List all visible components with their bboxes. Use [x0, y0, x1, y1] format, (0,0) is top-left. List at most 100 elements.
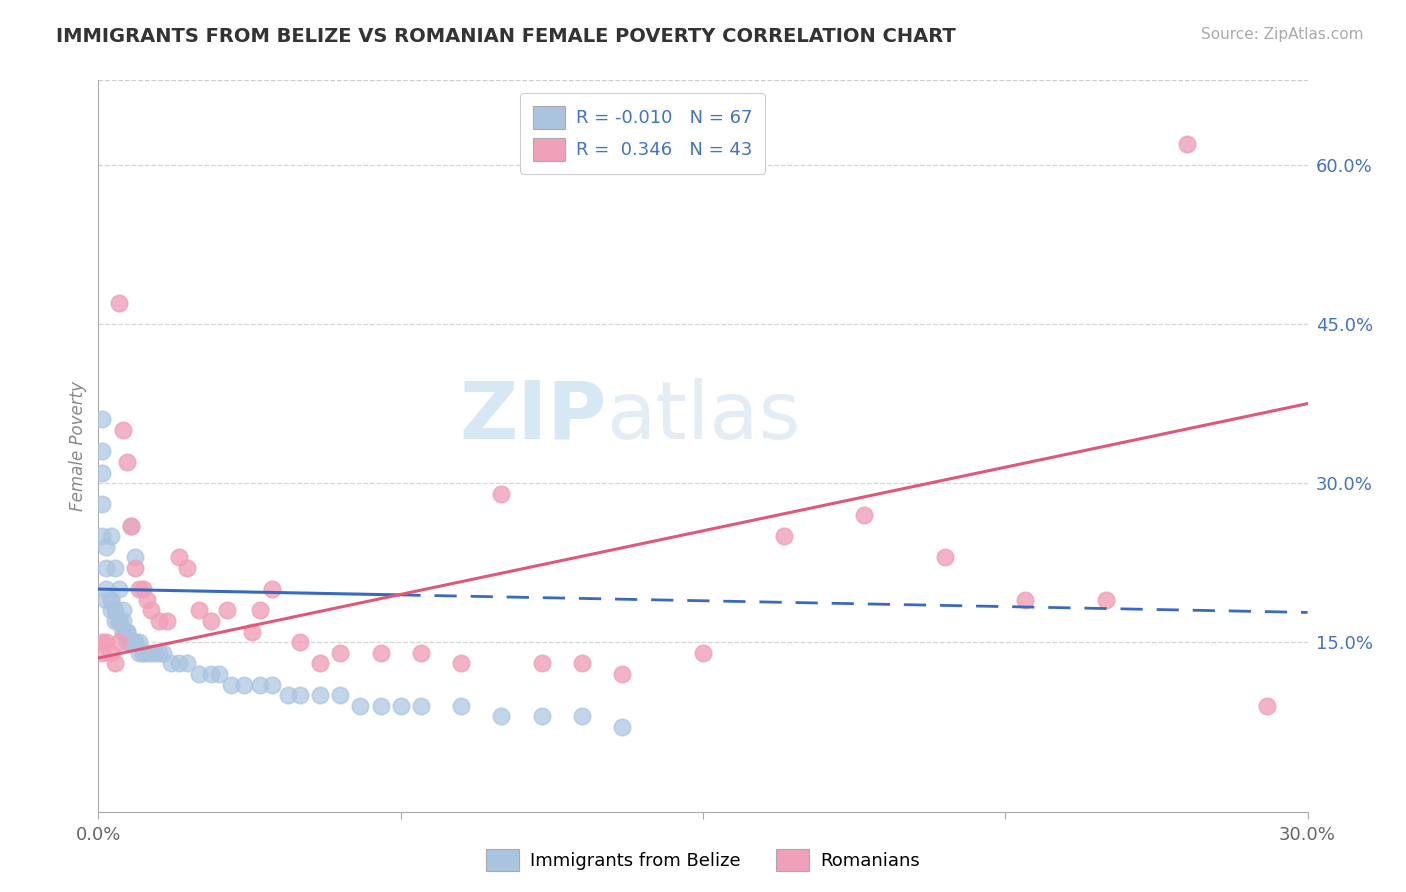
Point [934, 550, 956, 565]
Point [249, 677, 271, 691]
Point [692, 646, 714, 660]
Point [612, 720, 634, 734]
Point [115, 624, 138, 639]
Point [96, 582, 118, 596]
Point [491, 709, 513, 723]
Point [309, 688, 332, 702]
Point [135, 592, 157, 607]
Point [249, 603, 271, 617]
Text: IMMIGRANTS FROM BELIZE VS ROMANIAN FEMALE POVERTY CORRELATION CHART: IMMIGRANTS FROM BELIZE VS ROMANIAN FEMAL… [56, 27, 956, 45]
Point [96, 592, 118, 607]
Point [107, 614, 129, 628]
Point [200, 667, 222, 681]
Point [103, 614, 125, 628]
Point [232, 677, 254, 691]
Point [96, 540, 118, 554]
Point [107, 582, 129, 596]
Point [240, 624, 263, 639]
Point [91, 466, 114, 480]
Point [612, 667, 634, 681]
Point [571, 709, 593, 723]
Point [208, 667, 231, 681]
Point [217, 603, 239, 617]
Point [103, 603, 125, 617]
Point [1256, 698, 1278, 713]
Point [135, 646, 157, 660]
Text: ZIP: ZIP [458, 377, 606, 456]
Point [143, 646, 166, 660]
Point [450, 657, 472, 671]
Point [115, 635, 138, 649]
Point [91, 412, 114, 426]
Point [409, 698, 432, 713]
Point [132, 646, 155, 660]
Point [120, 518, 142, 533]
Point [115, 624, 138, 639]
Point [128, 635, 150, 649]
Point [111, 614, 134, 628]
Point [103, 603, 125, 617]
Point [91, 444, 114, 458]
Point [111, 423, 134, 437]
Point [277, 688, 299, 702]
Point [260, 582, 283, 596]
Point [139, 603, 162, 617]
Point [148, 614, 170, 628]
Point [772, 529, 794, 543]
Text: Source: ZipAtlas.com: Source: ZipAtlas.com [1201, 27, 1364, 42]
Point [128, 646, 150, 660]
Point [107, 296, 129, 310]
Point [128, 582, 150, 596]
Point [389, 698, 412, 713]
Point [111, 624, 134, 639]
Point [176, 561, 198, 575]
Text: atlas: atlas [606, 377, 800, 456]
Point [188, 667, 211, 681]
Point [132, 582, 155, 596]
Point [329, 646, 352, 660]
Point [309, 657, 332, 671]
Point [409, 646, 432, 660]
Point [96, 561, 118, 575]
Point [111, 624, 134, 639]
Point [200, 614, 222, 628]
Point [450, 698, 472, 713]
Point [111, 603, 134, 617]
Point [107, 635, 129, 649]
Point [1014, 592, 1036, 607]
Point [148, 646, 170, 660]
Point [107, 614, 129, 628]
Point [188, 603, 211, 617]
Point [491, 486, 513, 500]
Point [96, 635, 118, 649]
Point [176, 657, 198, 671]
Point [91, 497, 114, 511]
Point [115, 455, 138, 469]
Point [132, 646, 155, 660]
Point [370, 646, 392, 660]
Point [103, 657, 125, 671]
Point [91, 646, 114, 660]
Point [120, 518, 142, 533]
Point [1095, 592, 1118, 607]
Point [100, 603, 122, 617]
Point [124, 635, 146, 649]
Point [91, 529, 114, 543]
Point [530, 709, 553, 723]
Point [853, 508, 876, 522]
Point [100, 646, 122, 660]
Point [107, 614, 129, 628]
Point [100, 592, 122, 607]
Point [152, 646, 174, 660]
Point [156, 614, 179, 628]
Legend: R = -0.010   N = 67, R =  0.346   N = 43: R = -0.010 N = 67, R = 0.346 N = 43 [520, 93, 765, 174]
Point [288, 688, 311, 702]
Point [103, 561, 125, 575]
Point [124, 550, 146, 565]
Point [260, 677, 283, 691]
Point [1175, 136, 1198, 151]
Point [115, 624, 138, 639]
Point [221, 677, 243, 691]
Point [124, 561, 146, 575]
Point [288, 635, 311, 649]
